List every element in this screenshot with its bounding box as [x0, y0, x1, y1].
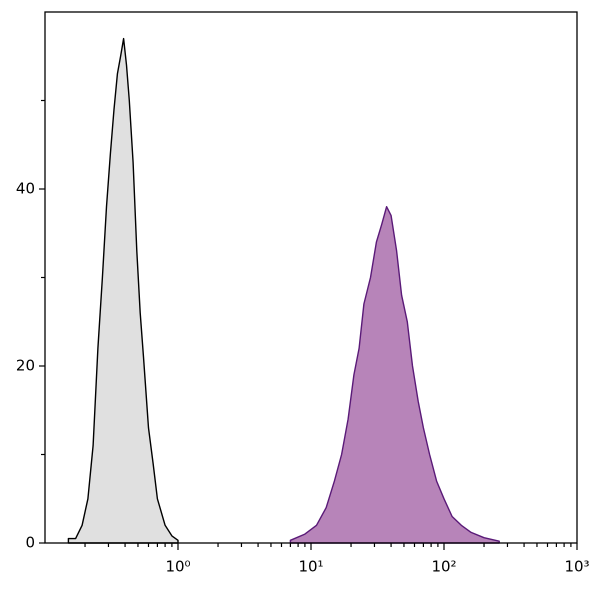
x-tick-label: 10³	[564, 558, 589, 576]
x-tick-label: 10⁰	[165, 558, 190, 576]
y-tick-label: 40	[16, 180, 35, 198]
y-tick-label: 20	[16, 357, 35, 375]
x-tick-label: 10²	[431, 558, 456, 576]
y-tick-label: 0	[25, 534, 35, 552]
x-tick-label: 10¹	[298, 558, 323, 576]
histogram-area	[67, 37, 179, 544]
histogram-area	[289, 206, 500, 544]
